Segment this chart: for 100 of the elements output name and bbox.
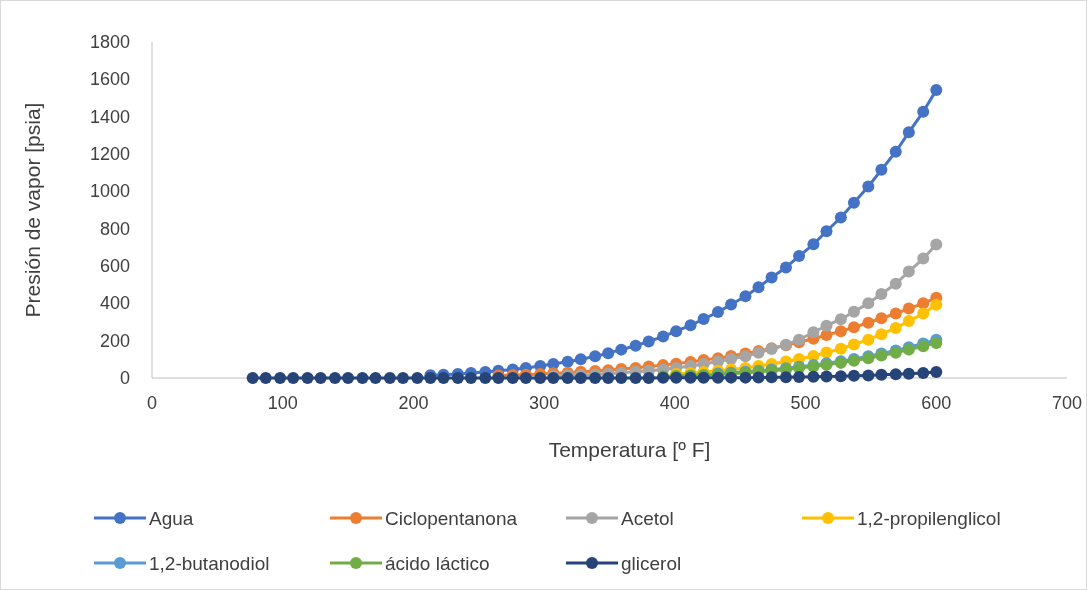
point (314, 372, 327, 384)
point (820, 225, 833, 238)
x-tick-label: 500 (790, 393, 821, 413)
point (629, 372, 642, 384)
point (725, 298, 738, 311)
point (807, 326, 820, 339)
point (574, 353, 587, 366)
point (875, 163, 888, 176)
point (274, 372, 287, 384)
point (301, 372, 314, 384)
point (765, 371, 778, 384)
point (437, 372, 450, 384)
x-axis-title: Temperatura [º F] (548, 438, 711, 461)
point (902, 367, 915, 380)
x-tick-label: 300 (529, 393, 560, 413)
x-tick-label: 700 (1051, 393, 1083, 413)
point (561, 355, 574, 368)
x-tick-label: 200 (398, 393, 429, 413)
point (287, 372, 300, 384)
point (534, 372, 547, 384)
legend-label: glicerol (621, 552, 682, 574)
point (752, 281, 765, 294)
point (479, 372, 492, 384)
point (589, 350, 602, 363)
point (411, 372, 424, 384)
point (862, 180, 875, 193)
point (807, 370, 820, 383)
point (807, 238, 820, 251)
point (259, 372, 272, 384)
point (642, 335, 655, 348)
point (779, 371, 792, 384)
point (834, 211, 847, 224)
point (917, 105, 930, 118)
point (589, 372, 602, 384)
point (739, 371, 752, 384)
point (396, 372, 409, 384)
x-tick-label: 0 (146, 393, 158, 413)
x-tick-label: 600 (921, 393, 952, 413)
point (820, 319, 833, 332)
point (889, 321, 902, 334)
point (342, 372, 355, 384)
point (875, 312, 888, 325)
point (862, 316, 875, 329)
point (902, 302, 915, 315)
y-tick-label: 1800 (89, 32, 130, 52)
y-tick-label: 800 (99, 218, 130, 239)
y-tick-label: 1600 (89, 69, 130, 90)
point (670, 325, 683, 338)
point (889, 145, 902, 158)
legend-label: 1,2-propilenglicol (857, 507, 1001, 529)
y-tick-label: 0 (119, 368, 130, 388)
x-tick-label: 400 (659, 393, 690, 413)
y-tick-label: 400 (99, 293, 130, 314)
point (862, 297, 875, 310)
point (793, 371, 806, 384)
point (684, 319, 697, 332)
y-axis-title: Presión de vapor [psia] (21, 102, 44, 318)
point (834, 370, 847, 383)
y-tick-label: 1000 (89, 181, 130, 202)
legend-label: ácido láctico (385, 552, 490, 574)
point (356, 372, 369, 384)
point (752, 371, 765, 384)
point (862, 333, 875, 346)
legend-label: Ciclopentanona (385, 507, 518, 529)
point (834, 325, 847, 338)
point (847, 369, 860, 382)
y-tick-label: 600 (99, 256, 130, 276)
point (615, 343, 628, 356)
point (930, 83, 943, 96)
point (902, 126, 915, 139)
point (793, 250, 806, 263)
point (464, 372, 477, 384)
point (889, 277, 902, 290)
y-tick-label: 200 (99, 330, 130, 351)
point (889, 307, 902, 320)
point (725, 371, 738, 384)
point (847, 321, 860, 334)
point (602, 372, 615, 384)
point (847, 305, 860, 318)
point (765, 271, 778, 284)
legend-label: Agua (149, 507, 194, 529)
point (642, 372, 655, 384)
point (902, 265, 915, 278)
point (820, 346, 833, 359)
point (329, 372, 341, 384)
x-tick-label: 100 (267, 393, 298, 413)
point (834, 342, 847, 355)
point (875, 328, 888, 341)
point (930, 238, 943, 251)
point (917, 307, 930, 320)
point (930, 366, 943, 379)
point (917, 366, 930, 379)
point (602, 347, 615, 360)
point (629, 339, 642, 352)
point (917, 297, 930, 310)
point (847, 196, 860, 209)
point (902, 315, 915, 328)
point (519, 372, 532, 384)
y-tick-label: 1200 (89, 144, 130, 164)
point (246, 372, 259, 384)
